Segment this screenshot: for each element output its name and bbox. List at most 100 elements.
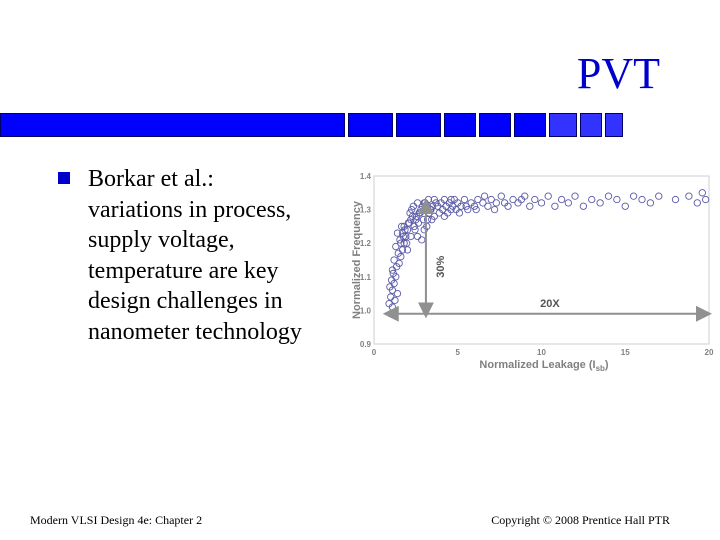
x-axis-label: Normalized Leakage (Isb): [479, 359, 609, 373]
data-point: [701, 195, 710, 204]
data-point: [487, 195, 495, 204]
data-point: [398, 246, 407, 254]
data-point: [526, 202, 534, 210]
data-point: [557, 195, 566, 204]
data-point: [407, 232, 415, 241]
bar-segment: [641, 113, 650, 137]
data-point: [531, 195, 539, 204]
data-point: [564, 199, 572, 207]
data-point: [497, 192, 505, 200]
bar-segment: [653, 113, 659, 137]
bullet-line: variations in process,: [88, 196, 292, 223]
bullet-text: Borkar et al.: variations in process, su…: [88, 164, 343, 347]
bar-segment: [0, 113, 345, 137]
data-point: [392, 242, 400, 251]
x-axis-label-subscript: sb: [596, 364, 605, 373]
data-point: [638, 195, 646, 204]
y-tick-label: 1.0: [360, 306, 372, 315]
data-point: [551, 202, 559, 210]
data-point: [389, 269, 397, 278]
footer-course: Modern VLSI Design 4e: Chapter 2: [30, 513, 203, 527]
data-point: [447, 205, 455, 214]
data-point: [400, 222, 408, 231]
data-point: [484, 202, 492, 210]
scatter-chart: 0.9 1.0 1.1 1.2 1.3 1.4 0 5 10 15 20 30% 20X Norma…: [351, 172, 714, 373]
plot-area: [373, 175, 710, 345]
data-point: [464, 205, 472, 214]
data-point: [403, 246, 412, 254]
x-tick-label: 10: [537, 348, 546, 357]
bar-segment: [444, 113, 476, 137]
bar-segment: [626, 113, 638, 137]
data-point: [509, 195, 517, 204]
data-point: [395, 259, 403, 268]
data-point: [480, 192, 489, 200]
data-point: [698, 189, 706, 197]
y-tick-label: 0.9: [360, 340, 372, 349]
bullet-line: supply voltage,: [88, 227, 235, 253]
y-tick-label: 1.1: [360, 273, 372, 282]
y-tick-label: 1.3: [360, 206, 372, 215]
data-point: [470, 202, 479, 210]
data-point: [685, 192, 693, 200]
bullet-marker: [58, 172, 70, 184]
data-point: [393, 229, 402, 237]
data-point: [398, 229, 407, 237]
x-tick-label: 15: [621, 348, 630, 357]
data-point: [621, 202, 629, 210]
y-tick-label: 1.2: [360, 239, 372, 248]
data-point: [613, 195, 621, 204]
data-point: [440, 212, 449, 220]
data-point: [604, 192, 613, 200]
data-point: [457, 202, 465, 210]
data-point: [596, 199, 604, 207]
data-point: [406, 209, 414, 217]
horizontal-range-label: 20X: [540, 298, 560, 310]
data-point: [390, 256, 398, 264]
x-axis-label-main: Normalized Leakage (I: [479, 359, 595, 371]
data-point: [693, 199, 701, 207]
data-point: [455, 209, 464, 217]
data-point: [399, 232, 407, 241]
x-tick-label: 0: [372, 348, 377, 357]
data-point: [479, 199, 487, 207]
data-point: [571, 192, 579, 200]
bullet-line: Borkar et al.:: [88, 166, 214, 192]
y-axis-label: Normalized Frequency: [351, 200, 363, 319]
bar-segment: [396, 113, 441, 137]
bar-segment: [662, 113, 667, 137]
bullet-line: temperature are key: [88, 257, 279, 284]
data-point: [408, 205, 416, 214]
footer-copyright: Copyright © 2008 Prentice Hall PTR: [491, 513, 670, 527]
data-point: [544, 192, 552, 200]
bullet-line: nanometer technology: [88, 318, 302, 345]
data-point: [492, 199, 500, 207]
data-point: [460, 195, 469, 204]
data-point: [472, 205, 480, 214]
bar-segment: [605, 113, 623, 137]
vertical-range-label: 30%: [435, 256, 447, 278]
y-tick-label: 1.4: [360, 172, 372, 181]
data-point: [447, 195, 455, 204]
data-point: [517, 195, 526, 204]
bar-segment: [549, 113, 577, 137]
bar-segment: [514, 113, 546, 137]
data-point: [474, 195, 482, 204]
x-tick-label: 20: [705, 348, 714, 357]
bar-segment: [348, 113, 393, 137]
data-point: [397, 239, 405, 247]
data-point: [629, 192, 638, 200]
bar-segment: [479, 113, 511, 137]
data-point: [490, 205, 499, 214]
data-point: [646, 199, 655, 207]
data-point: [579, 202, 588, 210]
bullet-line: design challenges in: [88, 288, 283, 314]
data-point: [391, 296, 399, 304]
slide-title: PVT: [576, 49, 660, 98]
title-decorative-bar: [0, 113, 670, 137]
data-point: [462, 202, 470, 210]
data-point: [500, 199, 509, 207]
data-point: [655, 192, 663, 200]
data-point: [537, 199, 546, 207]
x-tick-label: 5: [456, 348, 461, 357]
